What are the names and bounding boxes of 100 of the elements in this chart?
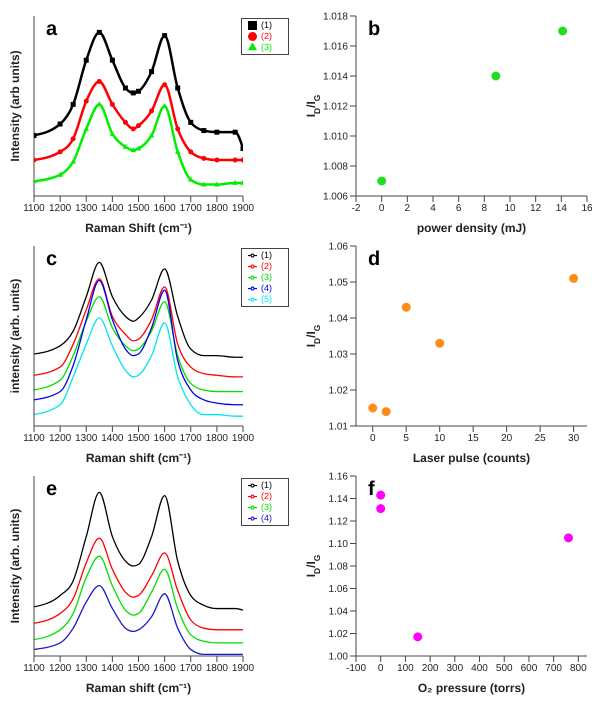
y-tick-label: 1.02 (328, 629, 348, 640)
x-tick-label: 15 (468, 433, 480, 444)
x-axis-title: Laser pulse (counts) (412, 451, 530, 465)
legend-label: (1) (261, 20, 272, 30)
x-tick-label: 10 (504, 203, 516, 214)
point (70, 158, 76, 164)
y-tick-label: 1.02 (328, 386, 348, 397)
x-axis-title: Raman shift (cm⁻¹) (86, 451, 192, 465)
point (84, 98, 89, 104)
legend-label: (3) (261, 502, 272, 512)
y-axis-title: Intensity (arb. units) (8, 508, 22, 624)
point (130, 147, 136, 152)
legend-label: (4) (261, 283, 272, 293)
point (188, 149, 194, 154)
x-tick-label: 1300 (75, 203, 98, 214)
point (110, 58, 115, 63)
chart-title: a (46, 18, 58, 41)
x-tick-label: 1900 (232, 433, 255, 444)
point (175, 86, 180, 90)
x-tick-label: 1100 (23, 203, 46, 214)
x-tick-label: 1700 (180, 203, 202, 214)
y-tick-label: 1.014 (322, 72, 348, 83)
y-axis-title: intensity (arb. units) (8, 278, 22, 394)
y-tick-label: 1.018 (322, 12, 348, 23)
point (188, 120, 194, 125)
point (162, 33, 168, 38)
point (148, 132, 154, 138)
chart-title: c (46, 248, 58, 271)
point (70, 136, 76, 142)
point (232, 158, 238, 162)
y-tick-label: 1.03 (328, 350, 348, 361)
x-tick-label: 25 (534, 433, 546, 444)
x-tick-label: 0 (378, 663, 384, 674)
x-tick-label: 1600 (154, 433, 176, 444)
x-tick-label: -2 (352, 203, 361, 214)
legend-label: (2) (261, 31, 272, 41)
point (96, 30, 102, 35)
chart-title: e (46, 478, 58, 501)
chart-title: d (368, 248, 380, 271)
x-tick-label: 1200 (49, 203, 72, 214)
point (368, 404, 378, 412)
x-tick-label: 1300 (75, 433, 98, 444)
y-tick-label: 1.04 (328, 606, 348, 618)
point (201, 156, 206, 161)
point (402, 302, 411, 312)
x-tick-label: 1600 (154, 663, 176, 674)
y-tick-label: 1.008 (322, 162, 348, 173)
x-tick-label: 6 (456, 203, 462, 214)
x-tick-label: 400 (471, 663, 488, 674)
point (175, 126, 180, 132)
point (110, 130, 116, 136)
y-tick-label: 1.016 (322, 42, 348, 53)
x-tick-label: 1900 (232, 663, 255, 674)
x-tick-label: 1100 (23, 663, 46, 674)
y-tick-label: 1.08 (328, 562, 348, 573)
y-tick-label: 1.006 (322, 192, 348, 203)
x-tick-label: 700 (545, 663, 562, 674)
point (122, 120, 128, 125)
x-tick-label: 1100 (23, 433, 46, 444)
x-tick-label: 1400 (101, 433, 124, 444)
x-tick-label: 1800 (206, 663, 228, 674)
x-tick-label: 1900 (232, 203, 255, 214)
point (214, 182, 220, 187)
point (564, 533, 573, 542)
y-tick-label: 1.05 (328, 278, 348, 289)
point (214, 158, 220, 162)
point (96, 78, 102, 84)
x-tick-label: 16 (581, 203, 593, 214)
x-tick-label: 1400 (101, 203, 124, 214)
point (58, 149, 63, 154)
point (232, 180, 238, 185)
chart-title: f (368, 478, 375, 501)
x-axis-title: Raman shift (cm⁻¹) (86, 681, 192, 695)
point (201, 128, 206, 134)
x-tick-label: 300 (446, 663, 464, 674)
point (232, 130, 238, 135)
x-tick-label: 100 (397, 663, 414, 674)
x-tick-label: 1300 (75, 663, 98, 674)
x-tick-label: 30 (568, 433, 580, 444)
chart-title: b (368, 18, 380, 41)
y-tick-label: 1.06 (328, 584, 348, 596)
x-tick-label: 10 (434, 433, 446, 444)
y-axis-title: Intensity (arb units) (8, 50, 22, 162)
x-tick-label: 20 (501, 433, 513, 444)
point (136, 88, 141, 94)
y-tick-label: 1.12 (328, 516, 348, 528)
point (136, 123, 141, 128)
x-tick-label: 14 (556, 203, 568, 214)
x-tick-label: 8 (482, 203, 488, 214)
point (201, 182, 207, 187)
legend-label: (2) (261, 491, 272, 501)
point (382, 407, 391, 416)
x-axis-title: Raman Shift (cm⁻¹) (85, 221, 192, 235)
point (569, 274, 578, 283)
y-tick-label: 1.14 (328, 494, 348, 506)
x-tick-label: 1200 (49, 433, 72, 444)
x-tick-label: 1600 (154, 203, 176, 214)
point (377, 176, 386, 186)
x-axis-title: power density (mJ) (416, 221, 526, 235)
point (149, 108, 154, 114)
